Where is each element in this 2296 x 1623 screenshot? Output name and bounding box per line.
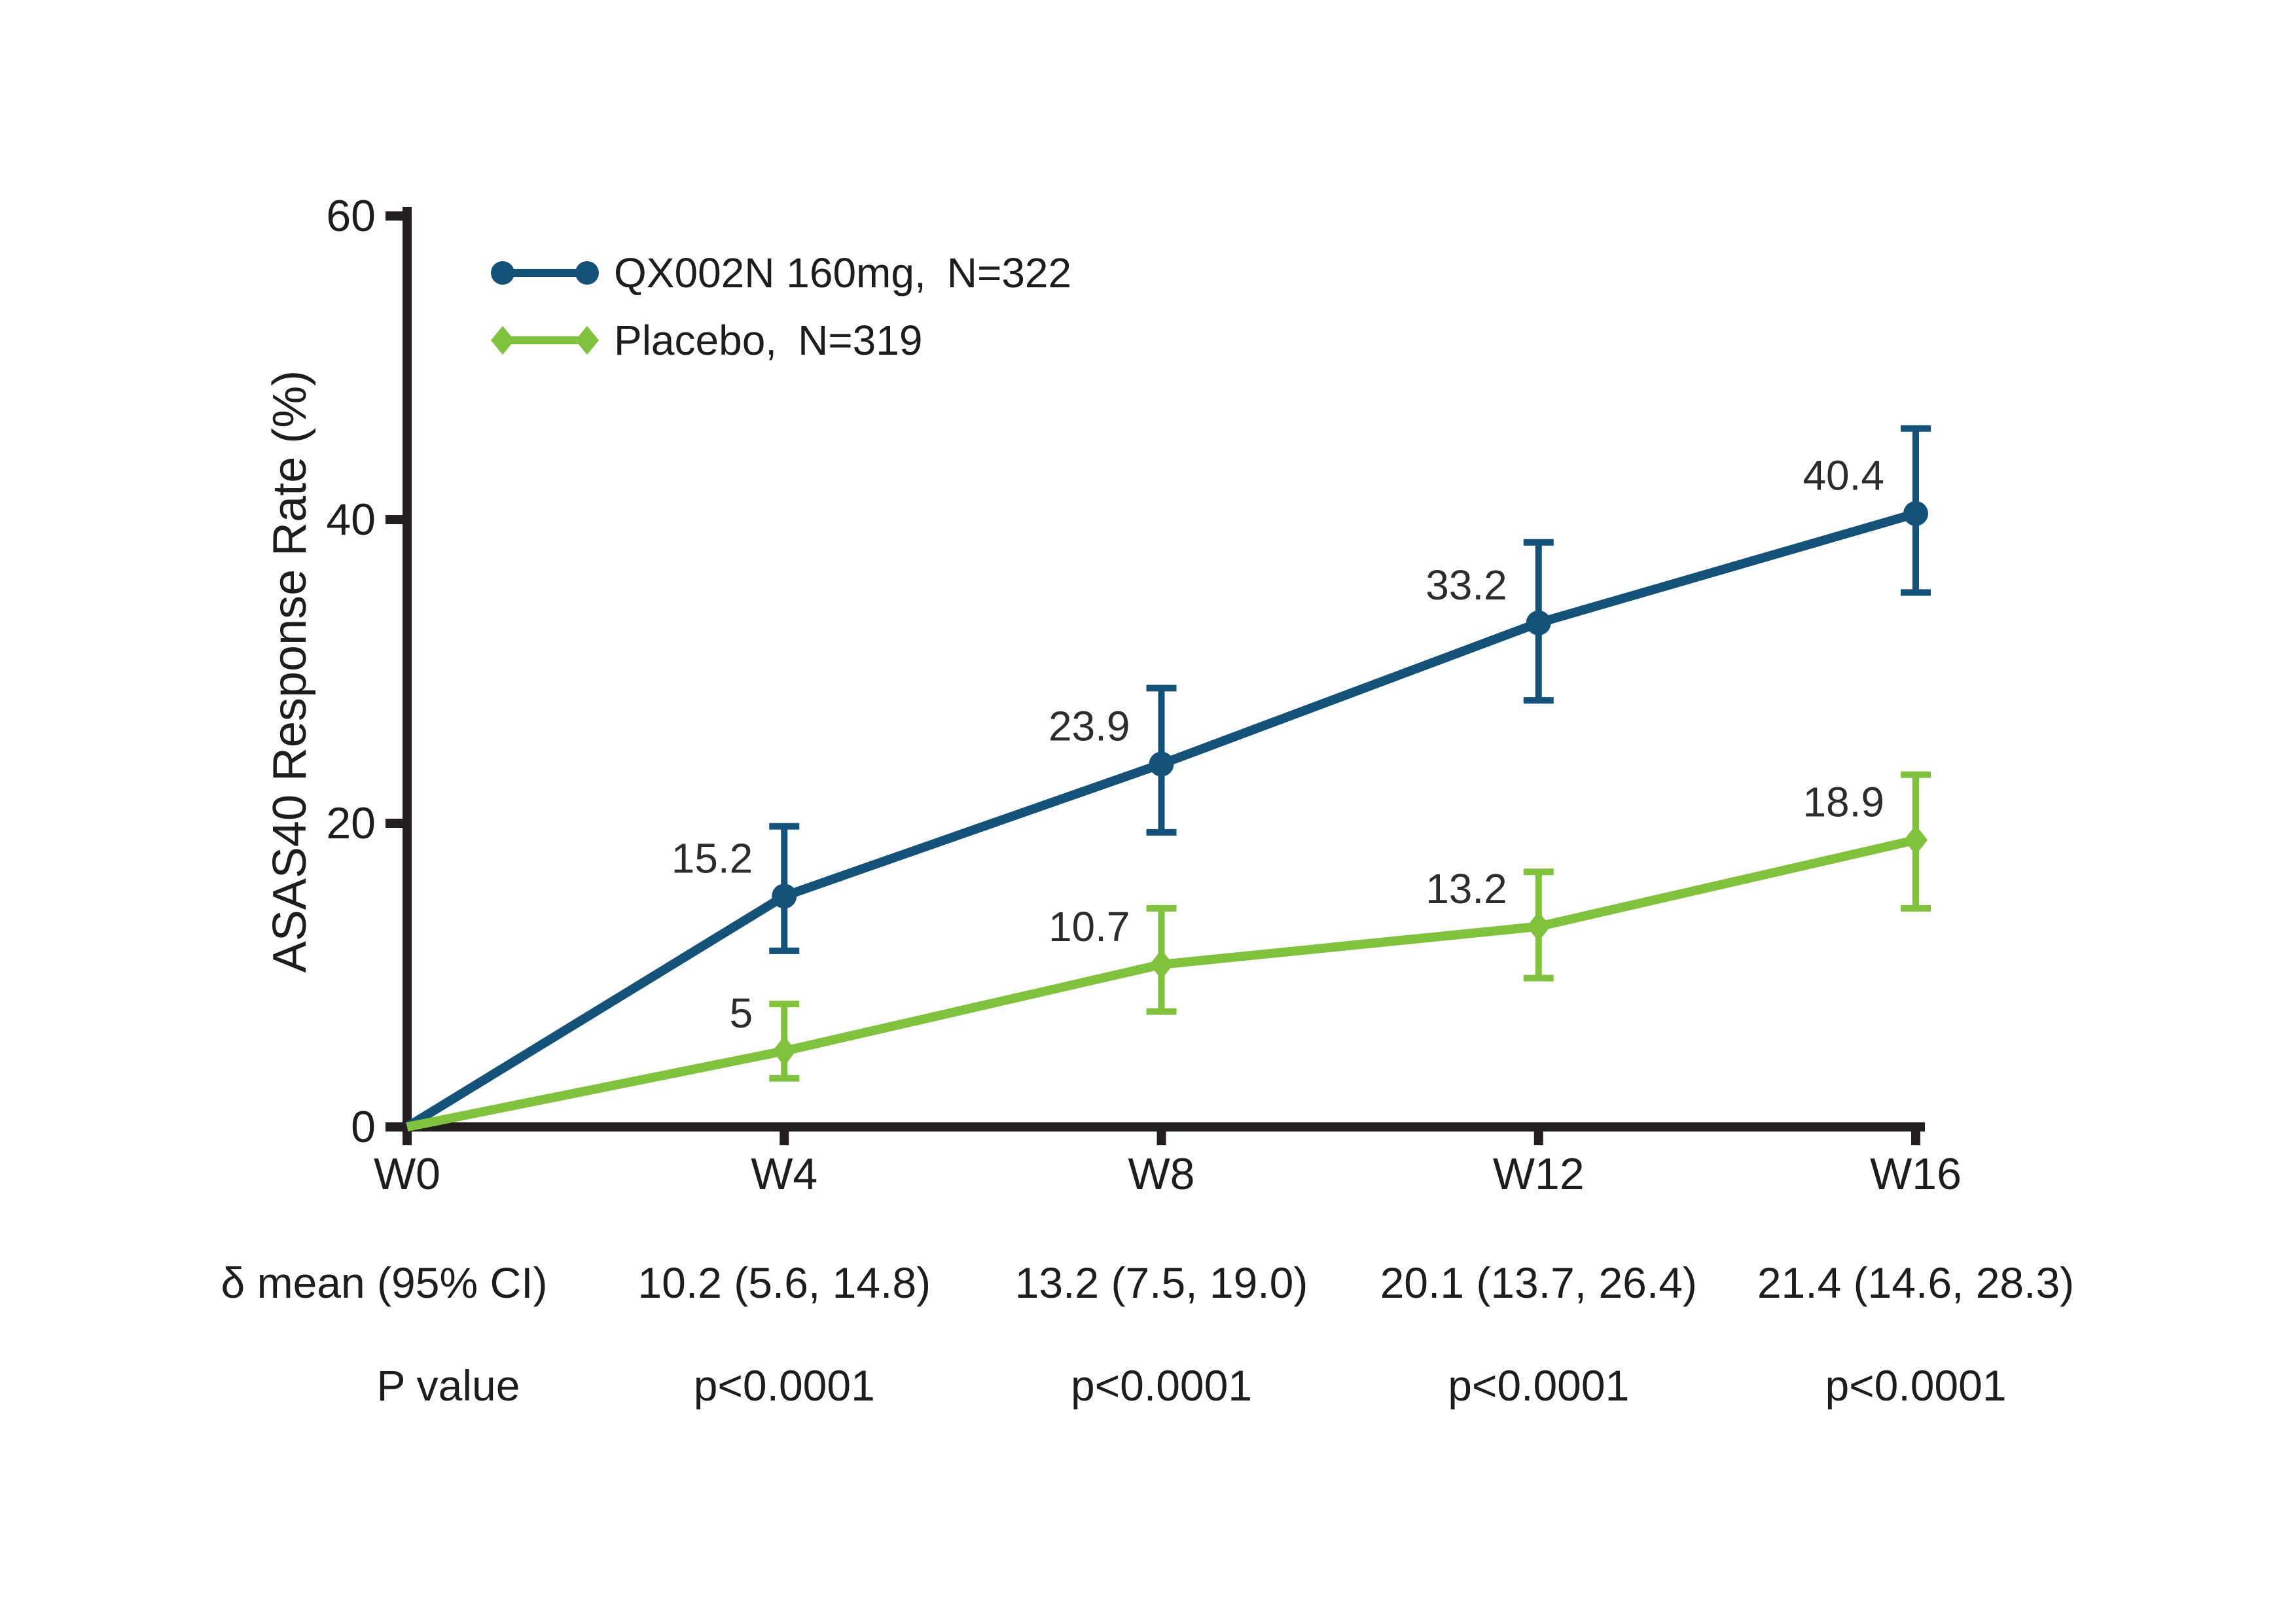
value-label: 10.7	[1049, 903, 1130, 950]
table-cell: 13.2 (7.5, 19.0)	[1015, 1258, 1308, 1307]
value-labels: 15.2 23.9 33.2 40.4 5 10.7 13.2 18.9	[672, 452, 1884, 1037]
data-point-marker	[1526, 911, 1551, 942]
data-point-marker	[772, 1036, 797, 1066]
table-row-label-delta-mean: δ mean (95% CI)	[221, 1258, 548, 1307]
legend-marker-circle	[575, 261, 599, 285]
data-point-marker	[1903, 501, 1928, 526]
table-cell: 10.2 (5.6, 14.8)	[637, 1258, 931, 1307]
x-tick-label: W0	[374, 1149, 440, 1199]
table-cell: p<0.0001	[694, 1361, 875, 1410]
data-point-marker	[1149, 751, 1174, 777]
legend: QX002N 160mg, N=322 Placebo, N=319	[491, 249, 1071, 364]
data-point-marker	[1904, 825, 1928, 855]
x-tick-label: W12	[1493, 1149, 1585, 1199]
data-point-marker	[1149, 949, 1174, 980]
data-point-markers	[772, 501, 1928, 1066]
legend-marker-diamond	[575, 326, 599, 355]
x-axis-ticks: W0 W4 W8 W12 W16	[374, 1127, 1962, 1199]
error-bars	[769, 425, 1931, 1082]
stats-table: 10.2 (5.6, 14.8) 13.2 (7.5, 19.0) 20.1 (13…	[637, 1258, 2074, 1410]
table-cell: p<0.0001	[1448, 1361, 1629, 1410]
value-label: 18.9	[1803, 779, 1884, 826]
y-tick-label: 40	[326, 495, 376, 544]
y-axis-ticks: 0 20 40 60	[326, 191, 407, 1152]
table-cell: 20.1 (13.7, 26.4)	[1380, 1258, 1697, 1307]
legend-label: QX002N 160mg, N=322	[614, 249, 1071, 296]
legend-marker-diamond	[491, 326, 514, 355]
x-tick-label: W4	[751, 1149, 817, 1199]
y-axis-title: ASAS40 Response Rate (%)	[264, 370, 316, 972]
y-tick-label: 60	[326, 191, 376, 241]
value-label: 13.2	[1426, 865, 1507, 912]
y-tick-label: 0	[351, 1102, 376, 1152]
table-cell: p<0.0001	[1825, 1361, 2006, 1410]
value-label: 5	[730, 990, 753, 1037]
x-tick-label: W16	[1870, 1149, 1962, 1199]
value-label: 33.2	[1426, 562, 1507, 609]
table-cell: 21.4 (14.6, 28.3)	[1757, 1258, 2074, 1307]
data-point-marker	[1526, 610, 1551, 635]
y-tick-label: 20	[326, 798, 376, 848]
legend-marker-circle	[491, 261, 514, 285]
data-point-marker	[772, 883, 797, 909]
table-cell: p<0.0001	[1071, 1361, 1252, 1410]
legend-label: Placebo, N=319	[614, 317, 922, 364]
value-label: 40.4	[1803, 452, 1884, 499]
value-label: 23.9	[1049, 703, 1130, 750]
x-tick-label: W8	[1128, 1149, 1195, 1199]
table-row-label-p-value: P value	[377, 1361, 520, 1410]
value-label: 15.2	[672, 834, 753, 882]
